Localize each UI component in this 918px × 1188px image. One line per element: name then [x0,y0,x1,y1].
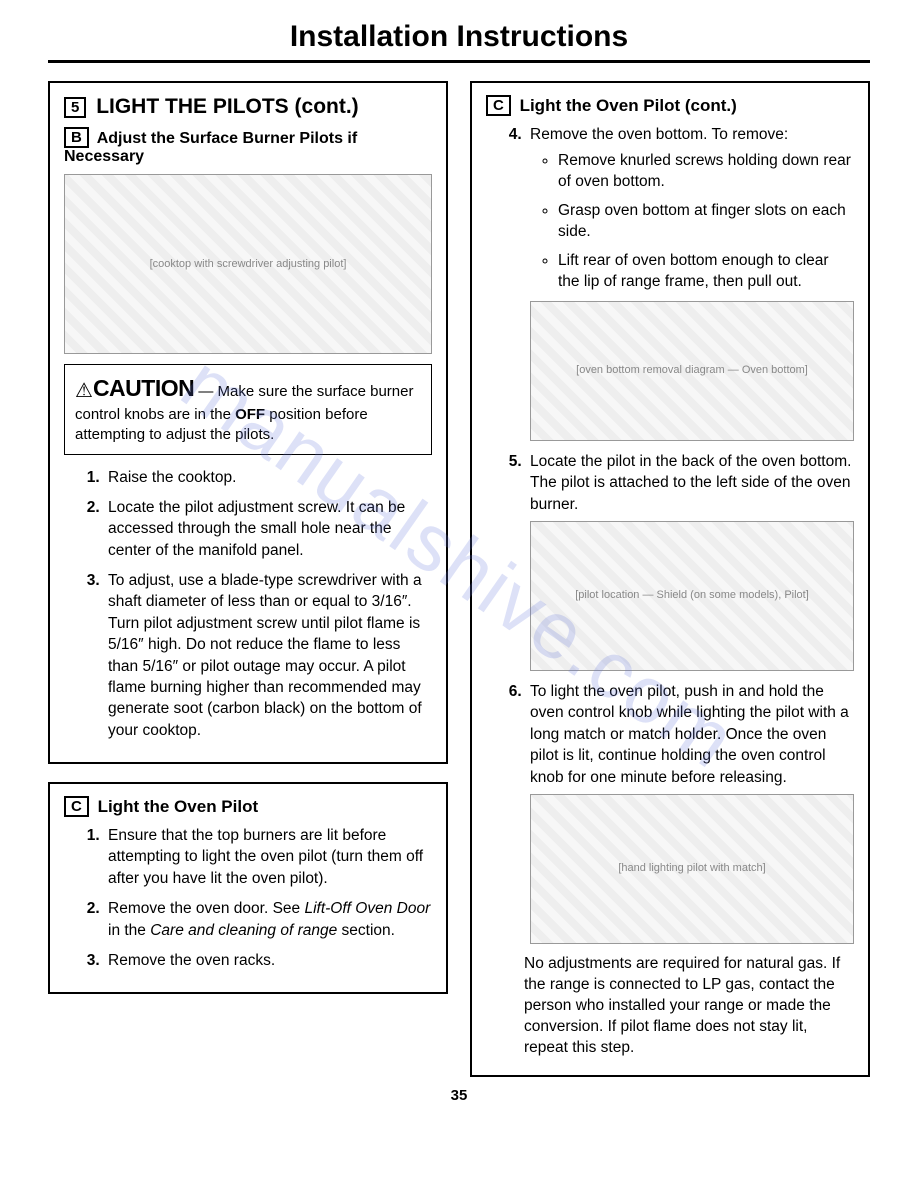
section-c-title: Light the Oven Pilot [98,797,259,816]
figure-placeholder: [hand lighting pilot with match] [530,794,854,944]
step-c4: Remove the oven bottom. To remove: Remov… [526,124,854,441]
page-number: 35 [48,1087,870,1104]
steps-list-c: Ensure that the top burners are lit befo… [88,825,432,971]
bullet-2: Grasp oven bottom at finger slots on eac… [558,201,854,243]
page-title: Installation Instructions [48,20,870,63]
step-c1: Ensure that the top burners are lit befo… [104,825,432,889]
figure-placeholder: [cooktop with screwdriver adjusting pilo… [64,174,432,354]
panel-c-light-oven-pilot: C Light the Oven Pilot Ensure that the t… [48,782,448,994]
left-column: 5 LIGHT THE PILOTS (cont.) B Adjust the … [48,81,448,1077]
warning-icon: ⚠ [75,380,93,402]
final-note: No adjustments are required for natural … [524,954,854,1059]
figure-pilot-location: [pilot location — Shield (on some models… [530,521,854,671]
step-box-c2: C [486,95,511,116]
figure-cooktop-adjust: [cooktop with screwdriver adjusting pilo… [64,174,432,354]
step-c5-text: Locate the pilot in the back of the oven… [530,453,851,513]
section-c-cont-heading: C Light the Oven Pilot (cont.) [486,95,854,116]
step-c2-c: section. [337,922,395,939]
bullet-3: Lift rear of oven bottom enough to clear… [558,251,854,293]
right-column: C Light the Oven Pilot (cont.) Remove th… [470,81,870,1077]
sub-b-heading: B Adjust the Surface Burner Pilots if Ne… [64,127,432,166]
steps-list-b: Raise the cooktop. Locate the pilot adju… [88,467,432,742]
step-c2: Remove the oven door. See Lift-Off Oven … [104,898,432,941]
step-c2-i1: Lift-Off Oven Door [304,900,430,917]
step-c2-b: in the [108,922,150,939]
section-5-heading: 5 LIGHT THE PILOTS (cont.) [64,95,432,119]
section-c-cont-title: Light the Oven Pilot (cont.) [520,96,737,115]
section-5-title: LIGHT THE PILOTS (cont.) [96,95,358,118]
step-c6-text: To light the oven pilot, push in and hol… [530,683,849,786]
caution-word: CAUTION [93,375,194,401]
figure-oven-bottom: [oven bottom removal diagram — Oven bott… [530,301,854,441]
step-c5: Locate the pilot in the back of the oven… [526,451,854,671]
figure-placeholder: [oven bottom removal diagram — Oven bott… [530,301,854,441]
caution-box: ⚠CAUTION — Make sure the surface burner … [64,364,432,455]
panel-5-light-pilots: 5 LIGHT THE PILOTS (cont.) B Adjust the … [48,81,448,764]
bullet-1: Remove knurled screws holding down rear … [558,151,854,193]
step-c4-bullets: Remove knurled screws holding down rear … [540,151,854,293]
step-box-5: 5 [64,97,86,118]
step-b2: Locate the pilot adjustment screw. It ca… [104,497,432,561]
content-columns: 5 LIGHT THE PILOTS (cont.) B Adjust the … [48,81,870,1077]
panel-c-cont: C Light the Oven Pilot (cont.) Remove th… [470,81,870,1077]
step-c6: To light the oven pilot, push in and hol… [526,681,854,944]
step-b1: Raise the cooktop. [104,467,432,488]
section-c-heading: C Light the Oven Pilot [64,796,432,817]
figure-placeholder: [pilot location — Shield (on some models… [530,521,854,671]
step-c4-text: Remove the oven bottom. To remove: [530,126,788,143]
sub-b-title: Adjust the Surface Burner Pilots if Nece… [64,130,357,165]
caution-off: OFF [235,406,265,423]
figure-lighting-pilot: [hand lighting pilot with match] [530,794,854,944]
step-c2-i2: Care and cleaning of range [150,922,337,939]
step-c2-a: Remove the oven door. See [108,900,304,917]
steps-list-c-cont: Remove the oven bottom. To remove: Remov… [510,124,854,944]
step-box-b: B [64,127,89,148]
step-c3: Remove the oven racks. [104,950,432,971]
step-box-c: C [64,796,89,817]
step-b3: To adjust, use a blade-type screwdriver … [104,570,432,741]
